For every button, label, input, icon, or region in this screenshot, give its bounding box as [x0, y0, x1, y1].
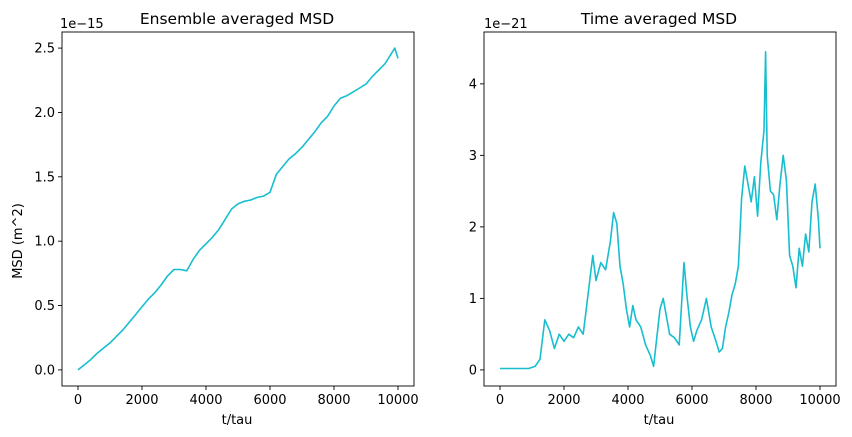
time-msd-y-tick-label: 4	[469, 77, 477, 92]
ensemble-msd-y-ticks: 0.0 0.5 1.0 1.5 2.0 2.5	[34, 42, 62, 378]
time-msd-x-tick-label: 0	[496, 393, 504, 408]
ensemble-msd-y-tick-label: 2.5	[34, 42, 55, 57]
ensemble-msd-xlabel: t/tau	[222, 413, 253, 428]
ensemble-msd-x-tick-label: 4000	[189, 393, 222, 408]
time-msd-x-tick-label: 6000	[675, 393, 708, 408]
ensemble-msd-x-tick-label: 6000	[253, 393, 286, 408]
ensemble-msd-offset-text: 1e−15	[60, 17, 104, 32]
ensemble-msd-x-tick-label: 0	[74, 393, 82, 408]
ensemble-msd-x-tick-label: 2000	[125, 393, 158, 408]
time-msd-y-tick-label: 3	[469, 149, 477, 164]
ensemble-msd-axes-frame	[61, 31, 415, 387]
ensemble-msd-title: Ensemble averaged MSD	[140, 10, 334, 28]
ensemble-msd-x-tick-label: 10000	[377, 393, 418, 408]
ensemble-msd-y-tick-label: 0.0	[34, 363, 55, 378]
time-msd-y-tick-label: 0	[469, 363, 477, 378]
time-msd-y-tick-label: 2	[469, 220, 477, 235]
time-msd-x-ticks: 0 2000 4000 6000 8000 10000	[496, 386, 841, 408]
time-msd-offset-text: 1e−21	[484, 17, 528, 32]
ensemble-msd-panel: Ensemble averaged MSD 1e−15 t/tau MSD (m…	[11, 10, 419, 428]
time-msd-y-ticks: 0 1 2 3 4	[469, 77, 484, 378]
time-msd-title: Time averaged MSD	[580, 10, 737, 28]
time-msd-x-tick-label: 4000	[611, 393, 644, 408]
ensemble-msd-y-tick-label: 1.5	[34, 170, 55, 185]
time-msd-xlabel: t/tau	[644, 413, 675, 428]
ensemble-msd-y-tick-label: 1.0	[34, 235, 55, 250]
time-msd-axes-frame	[483, 31, 837, 387]
time-msd-x-tick-label: 2000	[547, 393, 580, 408]
time-msd-panel: Time averaged MSD 1e−21 t/tau 0 2000 4000 6…	[469, 10, 841, 428]
ensemble-msd-series-line	[77, 47, 399, 371]
ensemble-msd-y-tick-label: 0.5	[34, 299, 55, 314]
time-msd-y-tick-label: 1	[469, 292, 477, 307]
ensemble-msd-y-tick-label: 2.0	[34, 106, 55, 121]
ensemble-msd-x-ticks: 0 2000 4000 6000 8000 10000	[74, 386, 419, 408]
ensemble-msd-ylabel: MSD (m^2)	[11, 203, 26, 279]
ensemble-msd-x-tick-label: 8000	[317, 393, 350, 408]
time-msd-series-line	[500, 50, 821, 370]
time-msd-x-tick-label: 10000	[799, 393, 840, 408]
time-msd-x-tick-label: 8000	[739, 393, 772, 408]
